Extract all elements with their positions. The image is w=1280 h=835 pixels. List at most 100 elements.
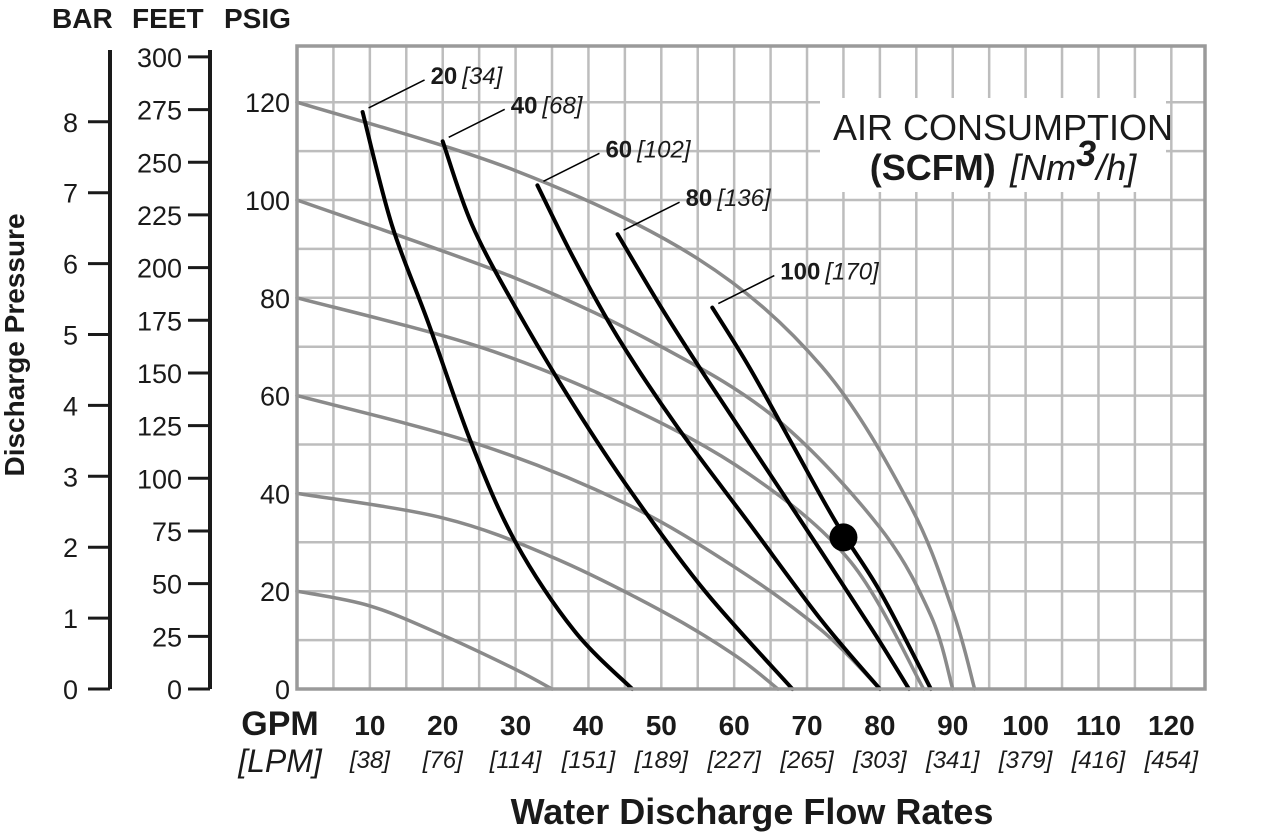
x-tick-label-lpm: [114] xyxy=(489,747,543,774)
feet-tick-label: 150 xyxy=(137,359,182,389)
x-tick-label-lpm: [76] xyxy=(422,747,464,774)
feet-tick-label: 275 xyxy=(137,96,182,126)
air-curve-leader-line xyxy=(623,201,680,231)
air-curve-label-scfm: 80 xyxy=(686,185,713,212)
air-curve-label-scfm: 100 xyxy=(780,259,820,286)
x-tick-label: 110 xyxy=(1076,710,1121,741)
air-curve-label-scfm: 40 xyxy=(511,92,538,119)
psig-tick-label: 120 xyxy=(245,88,290,118)
feet-tick-label: 50 xyxy=(152,570,182,600)
feet-tick-label: 250 xyxy=(137,148,182,178)
x-tick-label-lpm: [151] xyxy=(561,747,617,774)
air-curve-label-nm3h: [136] xyxy=(716,185,772,212)
air-curve-leader-line xyxy=(717,274,775,305)
air-curve-label: 80 [136] xyxy=(686,185,772,212)
psig-tick-label: 20 xyxy=(260,577,290,607)
air-curve-label: 60 [102] xyxy=(605,136,691,163)
x-tick-label: 10 xyxy=(354,710,385,741)
air-curve-leader-line xyxy=(543,152,600,183)
legend-scfm: (SCFM) xyxy=(870,147,996,188)
x-tick-label: 20 xyxy=(427,710,458,741)
legend-sup: 3 xyxy=(1076,133,1096,174)
air-curve-label-nm3h: [68] xyxy=(541,92,583,119)
air-curve-leader-line xyxy=(448,108,506,138)
x-unit-gpm: GPM xyxy=(241,705,318,743)
psig-tick-label: 0 xyxy=(275,675,290,705)
x-unit-lpm: [LPM] xyxy=(237,743,323,779)
x-axis: 10 [38] 20 [76] 30 [114] 40 [151] 50 [189] 60 [227]… xyxy=(349,710,1199,774)
bar-tick-label: 5 xyxy=(63,321,78,351)
bar-tick-label: 4 xyxy=(63,391,78,421)
legend-units: (SCFM) [Nm3/h] xyxy=(870,133,1137,188)
psig-tick-label: 60 xyxy=(260,382,290,412)
performance-curve-40-psig xyxy=(295,491,780,691)
air-curve-80-scfm xyxy=(615,232,911,691)
feet-tick-label: 75 xyxy=(152,517,182,547)
x-tick-label: 30 xyxy=(500,710,531,741)
legend-background xyxy=(820,98,1166,192)
air-consumption-curves xyxy=(360,110,933,691)
x-tick-label: 60 xyxy=(719,710,750,741)
feet-tick-label: 300 xyxy=(137,43,182,73)
air-curve-60-scfm xyxy=(535,183,882,691)
psig-axis-header: PSIG xyxy=(224,3,291,34)
feet-tick-label: 175 xyxy=(137,306,182,336)
bar-tick-label: 1 xyxy=(63,604,78,634)
operating-point-marker xyxy=(829,523,858,552)
air-curve-100-scfm xyxy=(710,305,933,691)
x-axis-label: Water Discharge Flow Rates xyxy=(511,791,994,832)
x-tick-label: 50 xyxy=(646,710,677,741)
x-tick-label-lpm: [265] xyxy=(779,747,835,774)
bar-tick-label: 8 xyxy=(63,108,78,138)
feet-tick-label: 125 xyxy=(137,412,182,442)
x-tick-label: 90 xyxy=(937,710,968,741)
x-tick-label: 120 xyxy=(1148,710,1195,741)
performance-curve-100-psig xyxy=(295,198,955,691)
performance-curve-120-psig xyxy=(295,100,977,691)
feet-tick-label: 200 xyxy=(137,254,182,284)
air-curve-label-nm3h: [102] xyxy=(636,136,692,163)
bar-tick-label: 6 xyxy=(63,250,78,280)
x-tick-label-lpm: [227] xyxy=(706,747,762,774)
air-curve-label-scfm: 20 xyxy=(431,63,458,90)
air-curve-label-nm3h: [34] xyxy=(461,63,503,90)
bar-tick-label: 0 xyxy=(63,675,78,705)
x-tick-label: 70 xyxy=(791,710,822,741)
x-tick-label-lpm: [189] xyxy=(634,747,690,774)
bar-axis: 0 1 2 3 4 5 6 7 8 xyxy=(63,108,110,705)
bar-tick-label: 3 xyxy=(63,462,78,492)
feet-axis: 0 25 50 75 100 125 150 175 200 225 250 275 300 xyxy=(137,43,210,705)
performance-curves xyxy=(295,100,977,691)
air-curve-label-scfm: 60 xyxy=(605,136,632,163)
air-curve-label: 20 [34] xyxy=(431,63,504,90)
psig-tick-label: 80 xyxy=(260,284,290,314)
bar-tick-label: 2 xyxy=(63,533,78,563)
x-tick-label: 40 xyxy=(573,710,604,741)
psig-axis: 0 20 40 60 80 100 120 xyxy=(245,88,290,705)
feet-tick-label: 0 xyxy=(167,675,182,705)
performance-curve-20-psig xyxy=(295,589,554,691)
legend-title: AIR CONSUMPTION xyxy=(833,107,1173,148)
air-consumption-labels: 20 [34] 40 [68] 60 [102] 80 [136] 100 [170] xyxy=(368,63,880,305)
air-curve-20-scfm xyxy=(360,110,635,691)
plot-frame xyxy=(295,44,1207,691)
air-curve-label-nm3h: [170] xyxy=(824,259,880,286)
feet-axis-header: FEET xyxy=(132,3,204,34)
legend-nm3: [Nm xyxy=(1009,147,1076,188)
performance-curve-60-psig xyxy=(295,393,882,691)
x-tick-label: 80 xyxy=(864,710,895,741)
bar-tick-label: 7 xyxy=(63,179,78,209)
air-curve-40-scfm xyxy=(440,139,795,691)
air-curve-label: 100 [170] xyxy=(780,259,880,286)
x-tick-label-lpm: [341] xyxy=(925,747,981,774)
psig-tick-label: 100 xyxy=(245,186,290,216)
feet-tick-label: 100 xyxy=(137,464,182,494)
legend-per-hour: /h] xyxy=(1093,147,1137,188)
feet-tick-label: 25 xyxy=(152,622,182,652)
x-tick-label-lpm: [454] xyxy=(1144,747,1200,774)
x-tick-label-lpm: [416] xyxy=(1071,747,1127,774)
bar-axis-header: BAR xyxy=(52,3,113,34)
air-curve-leader-line xyxy=(368,79,425,109)
air-curve-label: 40 [68] xyxy=(511,92,584,119)
x-tick-label-lpm: [38] xyxy=(349,747,391,774)
